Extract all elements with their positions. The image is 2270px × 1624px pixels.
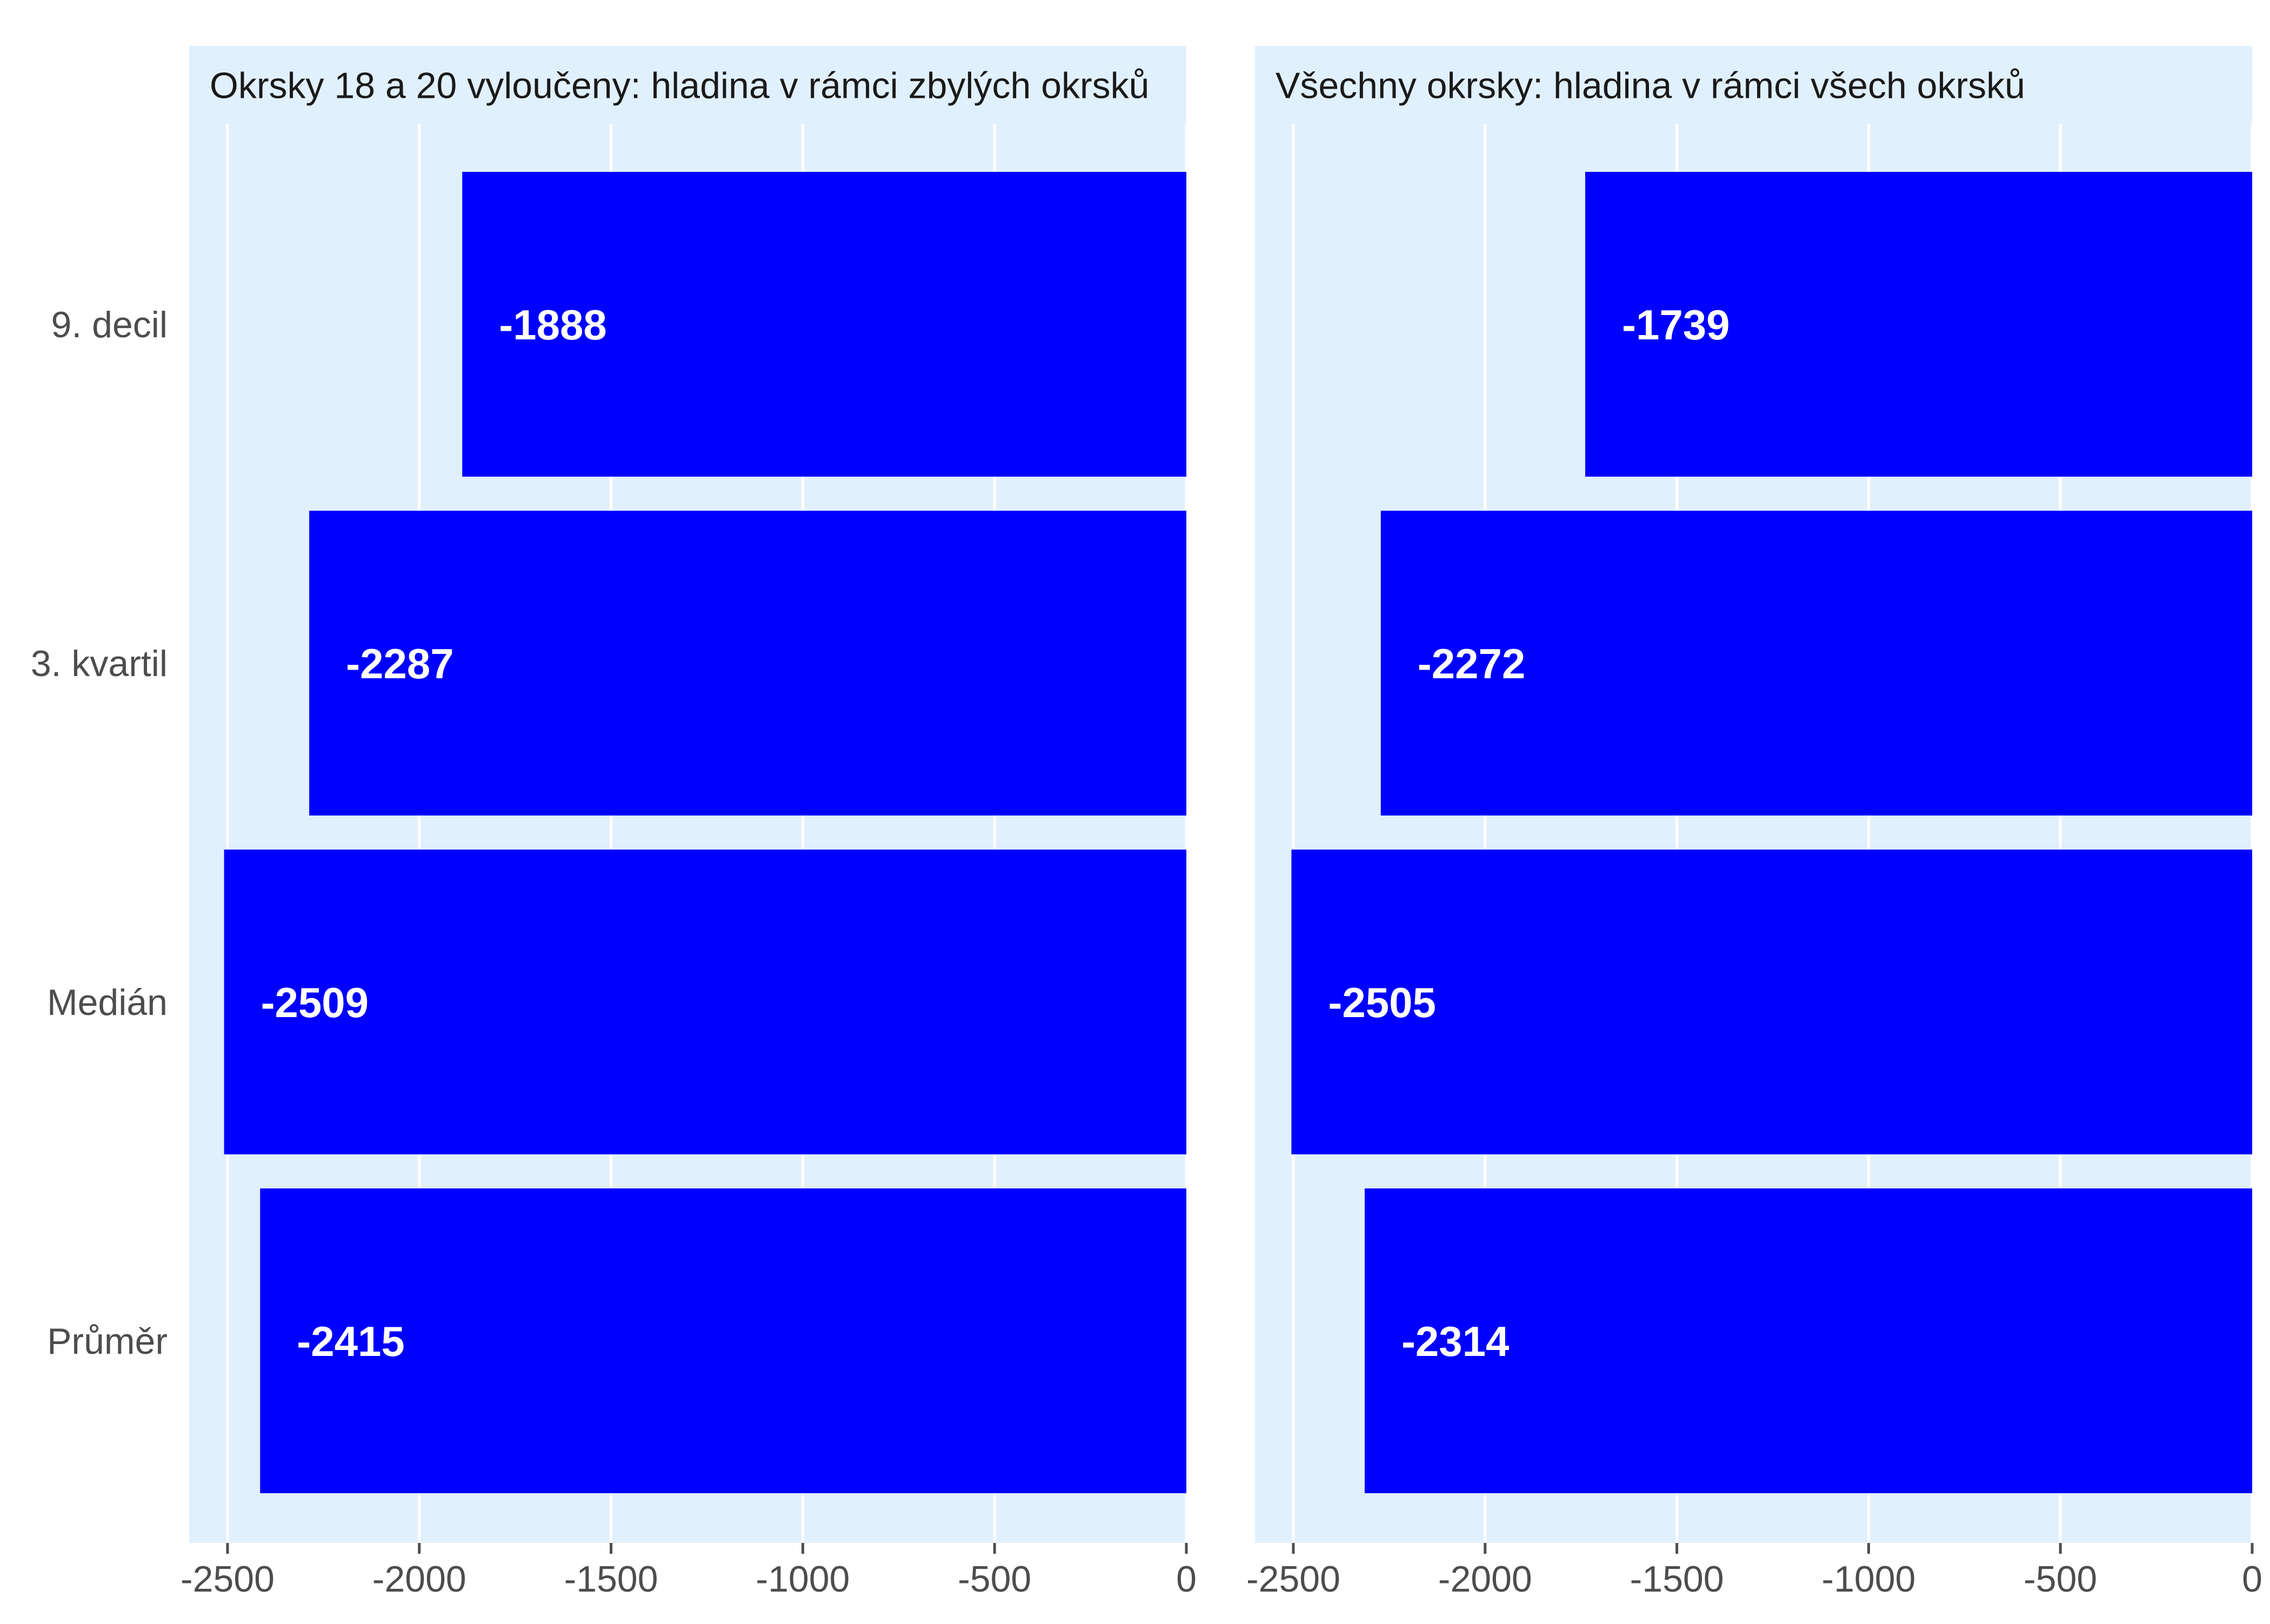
facet-panel-2: Všechny okrsky: hladina v rámci všech ok… (1246, 46, 2262, 1600)
bar-4 (1364, 1188, 2252, 1493)
x-tick-label: 0 (1176, 1559, 1197, 1600)
x-tick-label: -2500 (181, 1559, 275, 1600)
bar-value-label: -2272 (1418, 640, 1526, 687)
bar-value-label: -1739 (1622, 301, 1730, 349)
bar-value-label: -2287 (346, 640, 454, 687)
bar-1 (1585, 172, 2252, 477)
x-tick-label: -2500 (1246, 1559, 1340, 1600)
x-tick-label: -1500 (1630, 1559, 1724, 1600)
bar-4 (260, 1188, 1187, 1493)
category-label: Průměr (47, 1321, 168, 1362)
bar-3 (1291, 850, 2252, 1154)
x-tick-label: -1000 (1821, 1559, 1915, 1600)
x-tick-label: -1000 (756, 1559, 850, 1600)
bar-2 (1380, 511, 2252, 816)
bar-value-label: -2415 (297, 1318, 405, 1365)
x-tick-label: -2000 (1438, 1559, 1532, 1600)
category-label: Medián (47, 982, 168, 1023)
x-tick-label: -500 (2024, 1559, 2097, 1600)
bar-value-label: -2509 (261, 979, 369, 1026)
facet-title: Všechny okrsky: hladina v rámci všech ok… (1276, 65, 2025, 106)
category-label: 3. kvartil (31, 643, 168, 684)
category-label: 9. decil (51, 304, 168, 345)
bar-1 (462, 172, 1187, 477)
x-tick-label: 0 (2242, 1559, 2262, 1600)
bar-3 (224, 850, 1187, 1154)
bar-value-label: -1888 (499, 301, 606, 349)
x-tick-label: -1500 (564, 1559, 658, 1600)
bar-value-label: -2314 (1401, 1318, 1510, 1365)
bar-value-label: -2505 (1328, 979, 1436, 1026)
facet-title: Okrsky 18 a 20 vyloučeny: hladina v rámc… (210, 65, 1149, 106)
facet-panel-1: Okrsky 18 a 20 vyloučeny: hladina v rámc… (31, 46, 1197, 1600)
x-tick-label: -2000 (372, 1559, 466, 1600)
x-tick-label: -500 (958, 1559, 1031, 1600)
bar-2 (309, 511, 1186, 816)
